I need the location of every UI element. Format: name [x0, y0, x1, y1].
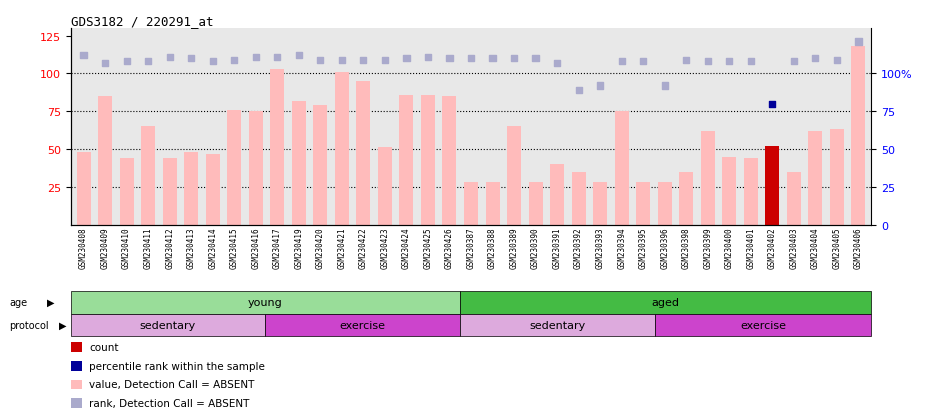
Point	[614, 59, 629, 65]
Bar	[507, 127, 521, 225]
Text: exercise: exercise	[340, 320, 386, 330]
Point	[442, 56, 457, 62]
Bar	[464, 183, 478, 225]
Text: ▶: ▶	[59, 320, 67, 330]
Bar	[334, 73, 349, 225]
Bar	[744, 159, 757, 225]
Bar	[399, 95, 414, 225]
Point	[851, 39, 866, 46]
Point	[808, 56, 823, 62]
Point	[378, 57, 393, 64]
Text: young: young	[248, 297, 283, 308]
Bar	[658, 183, 672, 225]
Bar	[98, 97, 112, 225]
Point	[162, 54, 177, 61]
Bar	[679, 172, 693, 225]
Bar	[227, 110, 241, 225]
Point	[98, 60, 113, 67]
Bar	[266, 314, 461, 337]
Point	[334, 57, 349, 64]
Point	[227, 57, 242, 64]
Bar	[528, 183, 543, 225]
Point	[528, 56, 544, 62]
Bar	[593, 183, 608, 225]
Point	[463, 56, 479, 62]
Bar	[71, 314, 266, 337]
Bar	[314, 106, 327, 225]
Point	[829, 57, 844, 64]
Bar	[120, 159, 134, 225]
Bar	[830, 130, 844, 225]
Bar	[461, 314, 655, 337]
Bar	[76, 153, 90, 225]
Text: count: count	[89, 342, 119, 352]
Bar	[205, 154, 219, 225]
Bar	[615, 112, 628, 225]
Point	[722, 59, 737, 65]
Point	[398, 56, 414, 62]
Point	[743, 59, 758, 65]
Bar	[852, 47, 866, 225]
Point	[507, 56, 522, 62]
Bar	[421, 95, 435, 225]
Bar	[550, 165, 564, 225]
Bar	[636, 183, 650, 225]
Point	[658, 83, 673, 90]
Point	[313, 57, 328, 64]
Point	[205, 59, 220, 65]
Point	[593, 83, 608, 90]
Point	[787, 59, 802, 65]
Bar	[163, 159, 177, 225]
Text: value, Detection Call = ABSENT: value, Detection Call = ABSENT	[89, 380, 255, 389]
Bar	[572, 172, 586, 225]
Bar	[71, 380, 82, 389]
Bar	[141, 127, 155, 225]
Bar	[443, 97, 457, 225]
Point	[636, 59, 651, 65]
Text: exercise: exercise	[740, 320, 787, 330]
Text: aged: aged	[652, 297, 680, 308]
Text: ▶: ▶	[47, 297, 55, 308]
Text: sedentary: sedentary	[140, 320, 196, 330]
Text: rank, Detection Call = ABSENT: rank, Detection Call = ABSENT	[89, 398, 250, 408]
Bar	[765, 147, 779, 225]
Point	[269, 54, 284, 61]
Bar	[292, 101, 306, 225]
Text: percentile rank within the sample: percentile rank within the sample	[89, 361, 266, 371]
Bar	[485, 183, 499, 225]
Bar	[71, 342, 82, 352]
Point	[485, 56, 500, 62]
Bar	[71, 398, 82, 408]
Point	[291, 53, 306, 59]
Point	[571, 88, 586, 94]
Bar	[71, 361, 82, 371]
Point	[356, 57, 371, 64]
Bar	[723, 157, 737, 225]
Text: age: age	[9, 297, 27, 308]
Bar	[249, 112, 263, 225]
Bar	[808, 131, 822, 225]
Point	[549, 60, 564, 67]
Text: GDS3182 / 220291_at: GDS3182 / 220291_at	[71, 15, 213, 28]
Point	[678, 57, 693, 64]
Text: sedentary: sedentary	[529, 320, 586, 330]
Point	[420, 54, 435, 61]
Bar	[461, 291, 871, 314]
Bar	[356, 82, 370, 225]
Point	[119, 59, 134, 65]
Bar	[270, 70, 284, 225]
Bar	[701, 131, 715, 225]
Point	[765, 101, 780, 108]
Text: protocol: protocol	[9, 320, 49, 330]
Point	[184, 56, 199, 62]
Point	[76, 53, 91, 59]
Bar	[378, 148, 392, 225]
Point	[700, 59, 715, 65]
Bar	[71, 291, 461, 314]
Point	[140, 59, 155, 65]
Bar	[787, 172, 801, 225]
Bar	[185, 153, 198, 225]
Point	[249, 54, 264, 61]
Bar	[655, 314, 871, 337]
